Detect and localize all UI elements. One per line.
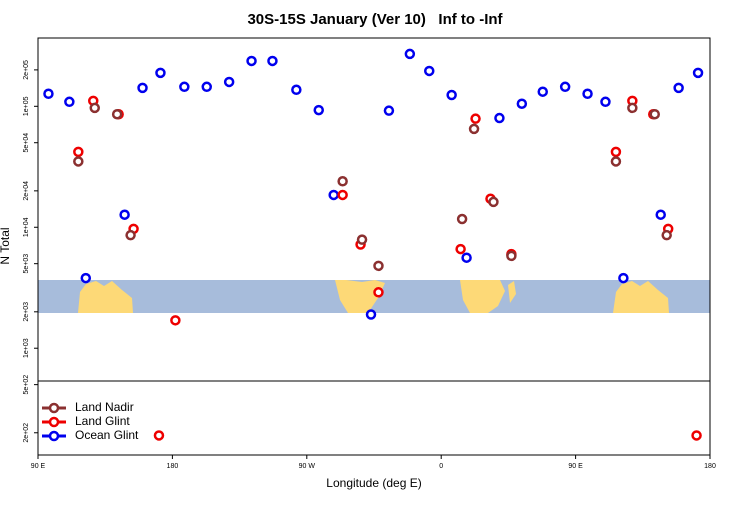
data-point: [80, 272, 92, 284]
map-background: [38, 280, 710, 313]
y-tick-label: 2e+03: [23, 302, 30, 322]
data-point: [516, 98, 528, 109]
data-point: [43, 88, 54, 99]
data-point: [153, 430, 165, 441]
data-point: [649, 108, 660, 120]
data-point: [661, 229, 672, 241]
data-point: [125, 229, 136, 241]
data-point: [627, 102, 638, 114]
data-point: [455, 243, 466, 255]
legend-label: Ocean Glint: [75, 428, 139, 442]
data-point: [111, 108, 123, 120]
data-point: [246, 55, 257, 67]
plot-frame: [37, 37, 711, 456]
data-point: [73, 146, 84, 158]
x-tick-label: 90 W: [299, 463, 316, 470]
data-point: [655, 209, 666, 220]
data-point: [365, 309, 377, 320]
data-point: [313, 104, 324, 116]
land-africa: [460, 280, 505, 313]
data-point: [337, 176, 348, 187]
data-point: [201, 81, 212, 93]
data-point: [356, 234, 368, 245]
legend-marker: [48, 402, 60, 414]
data-point: [468, 123, 480, 135]
data-point: [470, 113, 481, 124]
data-point: [373, 260, 384, 272]
legend-label: Land Nadir: [75, 400, 134, 414]
data-point: [137, 82, 148, 94]
y-tick-label: 2e+02: [23, 423, 30, 443]
x-tick-label: 180: [167, 463, 179, 470]
legend: Land Nadir Land Glint Ocean Glint: [42, 400, 139, 442]
y-tick-label: 5e+04: [23, 133, 30, 153]
data-point: [424, 65, 435, 77]
y-tick-label: 1e+05: [23, 96, 30, 116]
data-point: [328, 189, 339, 201]
chart-title: 30S-15S January (Ver 10) Inf to -Inf: [247, 11, 503, 28]
data-point: [506, 250, 517, 262]
data-point: [383, 105, 395, 116]
data-point: [179, 81, 190, 93]
legend-marker: [48, 430, 60, 442]
data-point: [291, 84, 302, 96]
data-point: [89, 102, 100, 114]
legend-label: Land Glint: [75, 414, 130, 428]
x-tick-label: 0: [439, 463, 443, 470]
y-tick-label: 5e+03: [23, 254, 30, 274]
land-australia: [613, 281, 669, 313]
y-tick-label: 2e+05: [23, 60, 30, 80]
data-point: [610, 146, 622, 158]
data-point: [559, 81, 571, 93]
data-point: [119, 209, 130, 220]
data-point: [223, 76, 235, 88]
legend-marker: [48, 416, 60, 428]
data-point: [64, 96, 75, 108]
data-point: [537, 86, 548, 97]
data-point: [456, 213, 468, 225]
data-point: [692, 67, 704, 79]
data-point: [373, 287, 384, 298]
x-tick-label: 180: [704, 463, 716, 470]
y-tick-label: 2e+04: [23, 181, 30, 201]
data-point: [618, 272, 629, 284]
data-point: [600, 96, 611, 108]
data-point: [337, 189, 348, 201]
data-point: [494, 112, 505, 124]
data-point: [170, 315, 181, 326]
data-point: [673, 82, 684, 94]
data-point: [73, 156, 84, 167]
data-point: [404, 48, 416, 60]
land-south-america: [335, 280, 385, 313]
data-point: [610, 156, 622, 167]
data-point: [446, 89, 457, 101]
data-point: [488, 196, 499, 208]
land-madagascar: [508, 281, 516, 303]
y-tick-label: 1e+03: [23, 338, 30, 358]
x-tick-label: 90 E: [568, 463, 583, 470]
y-tick-label: 5e+02: [23, 375, 30, 395]
land-australia: [78, 281, 133, 313]
data-point: [155, 67, 166, 79]
x-tick-label: 90 E: [31, 463, 46, 470]
data-point: [582, 88, 593, 99]
y-tick-label: 1e+04: [23, 217, 30, 237]
x-axis-label: Longitude (deg E): [326, 476, 421, 490]
data-point: [267, 55, 278, 67]
y-axis-label: N Total: [0, 227, 12, 264]
data-point: [461, 252, 472, 263]
data-point: [691, 430, 702, 441]
